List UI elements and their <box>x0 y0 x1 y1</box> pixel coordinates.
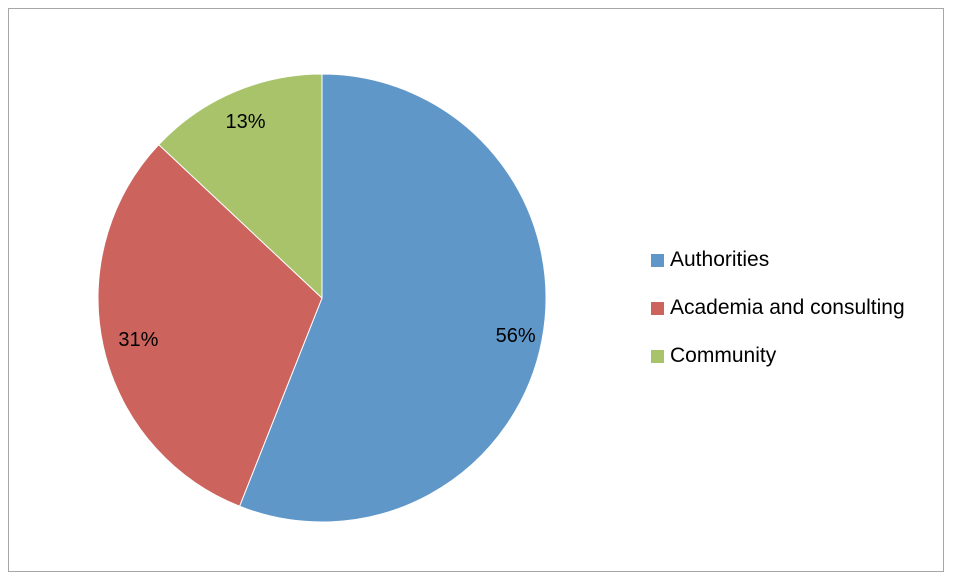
pie-slice-authorities <box>238 73 547 523</box>
legend-item-community: Community <box>651 332 905 380</box>
legend-label-academia: Academia and consulting <box>670 296 905 319</box>
data-label-community: 13% <box>225 111 265 133</box>
pie-slice-academia <box>97 143 323 507</box>
legend-swatch-authorities <box>651 253 664 267</box>
legend-item-authorities: Authorities <box>651 236 905 284</box>
legend-swatch-community <box>651 349 664 363</box>
data-label-academia: 31% <box>118 329 158 351</box>
legend-swatch-academia <box>651 301 664 315</box>
legend-item-academia: Academia and consulting <box>651 284 905 332</box>
legend-label-authorities: Authorities <box>670 248 770 271</box>
legend: Authorities Academia and consulting Comm… <box>651 236 905 380</box>
data-label-authorities: 56% <box>496 325 536 347</box>
pie-slice-community <box>158 73 323 300</box>
legend-label-community: Community <box>670 344 777 367</box>
